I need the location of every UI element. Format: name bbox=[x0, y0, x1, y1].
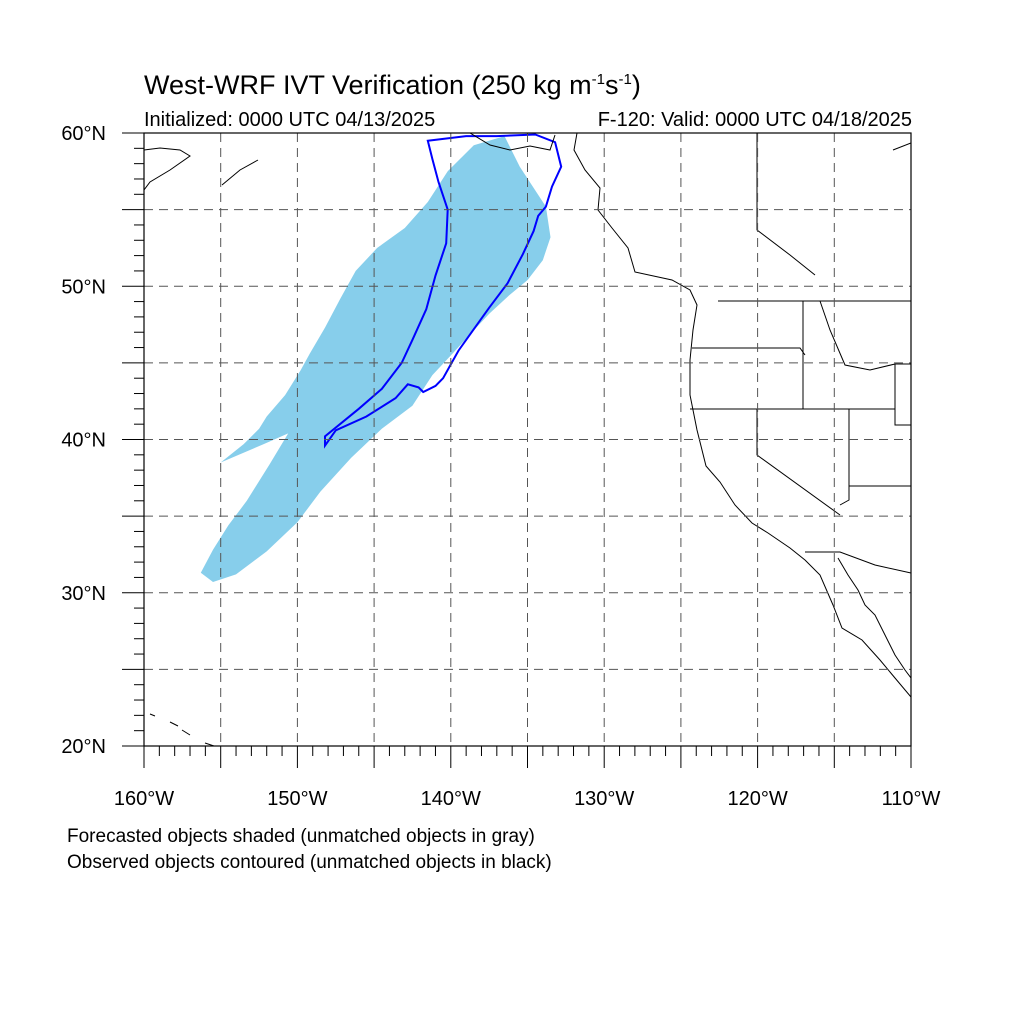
alaska-coastline-west bbox=[144, 147, 191, 191]
lon-label: 110°W bbox=[882, 788, 941, 810]
hudson-coastline bbox=[892, 142, 911, 151]
lon-label: 130°W bbox=[574, 788, 634, 810]
north-american-coastline bbox=[573, 133, 911, 698]
lon-label: 160°W bbox=[114, 788, 174, 810]
hawaii-islands bbox=[149, 713, 215, 746]
observed-legend-note: Observed objects contoured (unmatched ob… bbox=[67, 852, 552, 873]
lat-label: 30°N bbox=[61, 583, 106, 605]
init-time-label: Initialized: 0000 UTC 04/13/2025 bbox=[144, 109, 436, 131]
chart-title: West-WRF IVT Verification (250 kg m-1s-1… bbox=[144, 70, 641, 100]
lat-label: 50°N bbox=[61, 276, 106, 298]
axis-ticks bbox=[122, 132, 912, 768]
lon-label: 120°W bbox=[727, 788, 787, 810]
state-borders bbox=[690, 133, 912, 574]
baja-gulf-coastline bbox=[837, 557, 911, 679]
lat-label: 60°N bbox=[61, 123, 106, 145]
alaska-coastline-east bbox=[469, 133, 556, 151]
lon-label: 150°W bbox=[267, 788, 327, 810]
graticule bbox=[144, 133, 911, 746]
forecast-object-shade bbox=[200, 136, 551, 582]
lat-label: 20°N bbox=[61, 736, 106, 758]
kenai-coastline bbox=[221, 159, 259, 186]
title-exponent-2: -1 bbox=[618, 71, 632, 88]
lon-label: 140°W bbox=[421, 788, 481, 810]
valid-time-label: F-120: Valid: 0000 UTC 04/18/2025 bbox=[597, 109, 912, 131]
title-exponent-1: -1 bbox=[591, 71, 605, 88]
lat-label: 40°N bbox=[61, 430, 106, 452]
forecast-legend-note: Forecasted objects shaded (unmatched obj… bbox=[67, 826, 535, 847]
coastlines bbox=[144, 133, 911, 746]
